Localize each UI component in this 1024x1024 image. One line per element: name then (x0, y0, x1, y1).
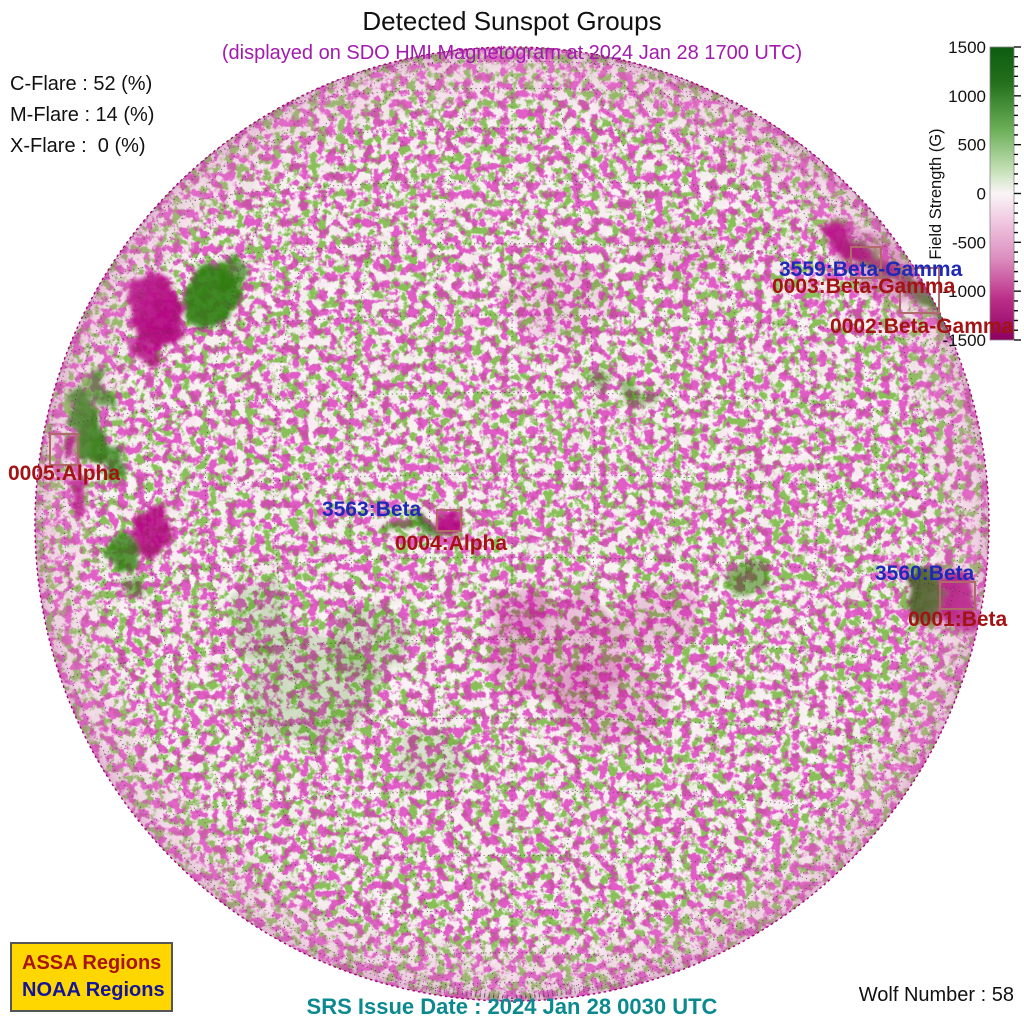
page-subtitle: (displayed on SDO HMI Magnetogram at 202… (221, 42, 803, 64)
noaa-regions-legend-label: NOAA Regions (22, 979, 165, 1001)
colorbar-tick-label: 0 (977, 185, 986, 204)
colorbar-gradient-bar (989, 46, 1015, 341)
srs-issue-date: SRS Issue Date : 2024 Jan 28 0030 UTC (306, 994, 718, 1019)
colorbar-tick-label: -500 (952, 233, 986, 252)
region-box-0001 (939, 581, 976, 610)
wolf-number: Wolf Number : 58 (858, 984, 1014, 1006)
region-box-0005 (49, 433, 79, 466)
grid-line (278, 87, 746, 109)
colorbar-tick-label: 1000 (948, 87, 986, 106)
grid-line (348, 47, 513, 999)
colorbar: 1500 1000 500 0 -500 -1000 -1500 Field Strengt… (927, 38, 1021, 350)
region-box-0004 (436, 509, 462, 532)
colorbar-tick-labels: 1500 1000 500 0 -500 -1000 -1500 (943, 38, 986, 350)
colorbar-tick-label: -1000 (943, 282, 986, 301)
colorbar-tick-label: 1500 (948, 38, 986, 57)
coordinate-grid (34, 46, 990, 999)
colorbar-ticks (1014, 46, 1021, 341)
page-title: Detected Sunspot Groups (362, 6, 662, 36)
c-flare-probability: C-Flare : 52 (%) (10, 73, 153, 95)
solar-limb-circle (34, 46, 990, 1002)
region-box-0003 (850, 246, 882, 279)
grid-line (204, 49, 513, 999)
colorbar-axis-label: Field Strength (G) (927, 128, 945, 259)
regions-legend: ASSA Regions NOAA Regions (10, 942, 173, 1012)
grid-line (511, 50, 878, 999)
grid-line (146, 790, 878, 829)
m-flare-probability: M-Flare : 14 (%) (10, 104, 155, 126)
grid-line (511, 49, 820, 999)
colorbar-tick-label: 500 (958, 136, 986, 155)
region-box-0002 (899, 267, 940, 314)
grid-line (98, 717, 926, 762)
x-flare-probability: X-Flare : 0 (%) (10, 135, 146, 157)
grid-line (146, 50, 513, 999)
grid-line (207, 127, 817, 157)
grid-line (511, 47, 676, 999)
grid-line (204, 854, 820, 888)
assa-regions-legend-label: ASSA Regions (22, 952, 162, 974)
magnetogram-noise-layer (35, 47, 989, 1001)
colorbar-tick-label: -1500 (943, 331, 986, 350)
region-boxes-layer (49, 246, 976, 610)
